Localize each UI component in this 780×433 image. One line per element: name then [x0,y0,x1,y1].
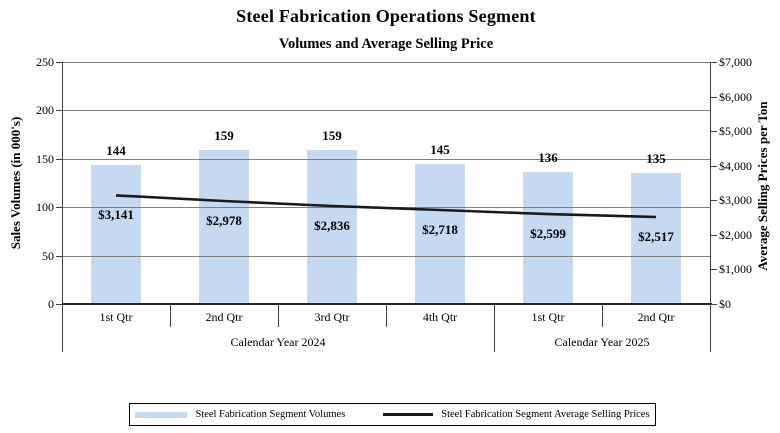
quarter-label: 2nd Qtr [205,310,243,324]
legend-bar-swatch [135,411,188,418]
left-axis-line [62,62,63,352]
price-point-label: $2,517 [638,228,674,244]
bar-1st-qtr-0 [91,164,141,304]
year-group-label: Calendar Year 2024 [230,335,326,349]
bar-value-label: 159 [322,128,342,144]
left-axis-tick-label: 100 [36,200,54,215]
left-axis-title: Sales Volumes (in 000's) [8,116,23,250]
bar-value-label: 144 [106,142,126,158]
price-point-label: $2,836 [314,217,350,233]
right-axis-tick-label: $7,000 [719,55,752,69]
x-axis-line [62,302,712,305]
quarter-separator [602,304,603,327]
left-axis-tick [56,158,62,160]
left-axis-tick-label: 0 [48,297,54,311]
chart-subtitle: Volumes and Average Selling Price [278,36,494,52]
right-axis-tick [710,304,717,305]
right-axis-tick-label: $3,000 [719,193,752,208]
bar-2nd-qtr-1 [199,150,249,304]
year-separator [494,304,495,352]
bar-4th-qtr-3 [415,163,465,304]
legend-label: Steel Fabrication Segment Average Sellin… [441,409,650,420]
left-axis-tick [56,110,62,112]
left-axis-tick [56,255,62,257]
bar-3rd-qtr-2 [307,150,357,304]
bar-value-label: 135 [646,151,666,167]
right-axis-tick [710,234,717,236]
gridline [62,110,710,112]
quarter-label: 1st Qtr [99,310,133,324]
quarter-label: 2nd Qtr [637,310,675,324]
quarter-separator [386,304,387,327]
price-point-label: $2,599 [530,226,566,242]
left-axis-tick [56,304,62,305]
gridline [62,158,710,160]
legend-line-swatch [383,413,434,416]
year-group-label: Calendar Year 2025 [554,335,650,349]
right-axis-tick-label: $4,000 [719,158,752,173]
right-axis-tick [710,96,717,98]
price-point-label: $3,141 [98,207,134,223]
right-axis-tick [710,269,717,271]
right-axis-tick [710,62,717,63]
legend-entry: Steel Fabrication Segment Average Sellin… [383,409,650,420]
right-axis-tick-label: $5,000 [719,124,752,139]
quarter-label: 3rd Qtr [314,310,350,324]
legend: Steel Fabrication Segment Volumes Steel F… [129,403,656,426]
chart-title: Steel Fabrication Operations Segment [236,6,536,26]
right-axis-tick-label: $1,000 [719,262,752,277]
quarter-separator [278,304,279,327]
left-axis-tick-label: 50 [42,248,54,263]
right-axis-tick [710,200,717,202]
legend-entry: Steel Fabrication Segment Volumes [135,409,345,420]
bar-value-label: 136 [538,150,558,166]
quarter-separator [170,304,171,327]
quarter-label: 4th Qtr [422,310,458,324]
right-axis-tick [710,131,717,133]
left-axis-tick [56,62,62,63]
right-axis-tick-label: $2,000 [719,227,752,242]
right-axis-tick-label: $0 [719,297,731,311]
gridline [62,255,710,257]
right-axis-tick [710,165,717,167]
quarter-label: 1st Qtr [531,310,565,324]
left-axis-tick-label: 150 [36,151,54,166]
legend-label: Steel Fabrication Segment Volumes [195,409,346,420]
left-axis-tick-label: 250 [36,55,54,69]
price-point-label: $2,978 [206,213,242,229]
left-axis-tick-label: 200 [36,103,54,118]
price-point-label: $2,718 [422,222,458,238]
gridline [62,207,710,209]
gridline [62,62,710,63]
right-axis-line [710,62,711,352]
left-axis-tick [56,207,62,209]
bar-value-label: 145 [430,141,450,157]
bar-value-label: 159 [214,128,234,144]
right-axis-tick-label: $6,000 [719,89,752,104]
